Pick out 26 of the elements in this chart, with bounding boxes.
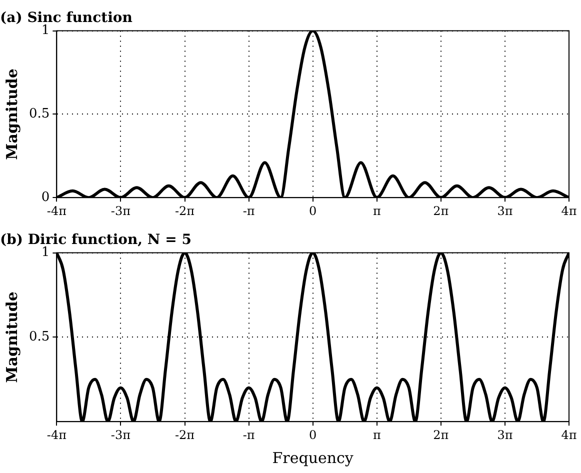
x-tick-label: -π (242, 204, 255, 218)
x-tick-label: -2π (174, 428, 195, 442)
x-tick-label: -4π (46, 428, 67, 442)
x-tick-label: -2π (174, 204, 195, 218)
x-tick-label: 3π (497, 204, 513, 218)
y-axis-title: Magnitude (2, 68, 21, 160)
x-tick-label: 0 (309, 428, 317, 442)
x-tick-label: 4π (561, 204, 577, 218)
x-tick-label: 2π (433, 204, 449, 218)
y-axis-title: Magnitude (2, 292, 21, 383)
x-tick-label: 4π (561, 428, 577, 442)
x-tick-label: 2π (433, 428, 449, 442)
y-tick-label: 0.5 (28, 106, 50, 122)
y-tick-label: 0 (41, 190, 50, 205)
x-tick-label: 0 (309, 204, 317, 218)
x-tick-label: -3π (110, 204, 131, 218)
x-tick-label: 3π (497, 428, 513, 442)
x-tick-label: π (372, 428, 381, 442)
y-tick-label: 1 (41, 23, 50, 38)
y-tick-label: 1 (41, 245, 50, 260)
x-tick-label: -3π (110, 428, 131, 442)
y-tick-label: 0.5 (28, 330, 50, 345)
x-tick-label: -π (242, 428, 255, 442)
x-tick-label: -4π (46, 204, 67, 218)
x-axis-title: Frequency (272, 448, 354, 467)
x-tick-label: π (372, 204, 381, 218)
